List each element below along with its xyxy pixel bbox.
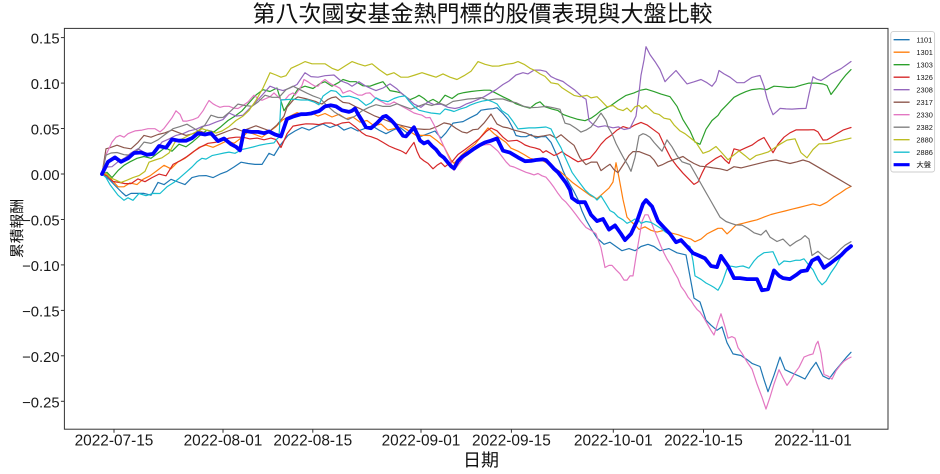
- svg-text:2022-10-15: 2022-10-15: [664, 433, 743, 450]
- svg-text:0.10: 0.10: [31, 77, 60, 93]
- svg-text:2022-11-01: 2022-11-01: [774, 433, 852, 450]
- svg-text:1301: 1301: [916, 48, 932, 57]
- svg-text:2886: 2886: [916, 148, 932, 157]
- svg-text:2022-09-01: 2022-09-01: [382, 433, 461, 450]
- svg-text:0.00: 0.00: [31, 168, 60, 184]
- svg-text:2308: 2308: [916, 85, 932, 94]
- svg-text:2382: 2382: [916, 123, 932, 132]
- svg-text:2880: 2880: [916, 135, 932, 144]
- svg-text:2022-09-15: 2022-09-15: [472, 433, 551, 450]
- svg-text:−0.20: −0.20: [22, 350, 59, 366]
- svg-text:2022-10-01: 2022-10-01: [574, 433, 653, 450]
- svg-text:0.05: 0.05: [31, 123, 60, 139]
- svg-text:−0.15: −0.15: [22, 304, 59, 320]
- svg-text:2330: 2330: [916, 110, 932, 119]
- svg-text:1101: 1101: [916, 35, 932, 44]
- svg-text:1326: 1326: [916, 73, 932, 82]
- svg-text:1303: 1303: [916, 60, 932, 69]
- svg-text:2022-08-15: 2022-08-15: [273, 433, 352, 450]
- svg-text:−0.25: −0.25: [22, 395, 59, 411]
- svg-text:2317: 2317: [916, 98, 932, 107]
- svg-text:−0.05: −0.05: [22, 214, 59, 230]
- svg-text:2022-07-15: 2022-07-15: [75, 433, 154, 450]
- svg-text:2022-08-01: 2022-08-01: [184, 433, 263, 450]
- svg-text:0.15: 0.15: [31, 32, 60, 48]
- svg-text:−0.10: −0.10: [22, 259, 59, 275]
